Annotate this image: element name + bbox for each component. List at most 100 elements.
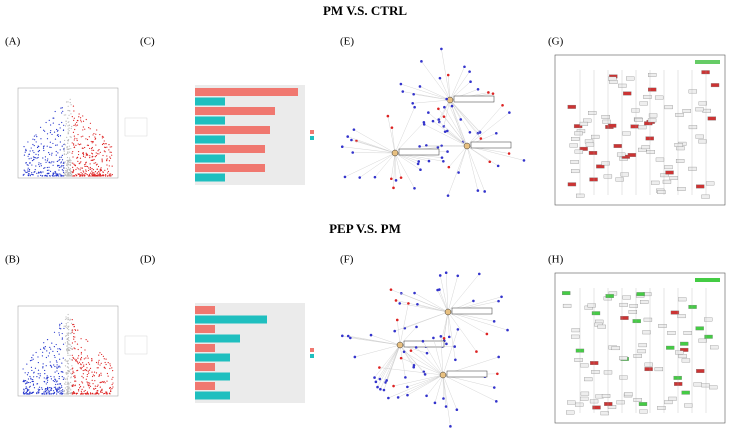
point: [57, 391, 59, 393]
point: [74, 329, 77, 332]
point: [67, 363, 70, 365]
node: [479, 137, 483, 140]
point: [43, 342, 45, 344]
node: [343, 175, 347, 179]
edge: [412, 99, 451, 104]
point: [70, 384, 73, 386]
point: [82, 129, 84, 131]
point: [67, 389, 69, 391]
point: [38, 392, 40, 394]
point: [98, 170, 100, 173]
point: [50, 375, 52, 378]
point: [65, 171, 67, 173]
node: [472, 299, 475, 303]
point: [94, 171, 97, 173]
point: [40, 143, 42, 145]
point: [52, 164, 54, 166]
edge: [342, 146, 396, 154]
node: [442, 397, 445, 400]
plot-frame: [17, 87, 119, 179]
edge: [350, 337, 401, 346]
gene-box: [644, 367, 653, 372]
gene-box: [654, 95, 664, 100]
point: [72, 175, 74, 177]
point: [25, 386, 27, 388]
point: [101, 353, 103, 356]
point: [88, 387, 90, 389]
node: [422, 120, 426, 124]
point: [100, 389, 103, 391]
point: [42, 366, 44, 368]
panel-label: (D): [140, 254, 156, 266]
node: [447, 165, 451, 169]
edge: [449, 66, 465, 101]
point: [54, 378, 56, 380]
point: [52, 175, 54, 177]
edge: [379, 344, 401, 380]
node: [346, 334, 350, 338]
point: [67, 125, 69, 127]
gene-box: [640, 300, 649, 304]
point: [67, 326, 69, 328]
point: [75, 168, 77, 171]
bar: [195, 372, 230, 381]
point: [32, 380, 34, 383]
point: [64, 387, 66, 389]
edge: [442, 329, 459, 376]
point: [44, 348, 46, 350]
point: [101, 135, 103, 137]
point: [56, 366, 58, 368]
edge: [447, 273, 480, 313]
point: [67, 381, 69, 383]
point: [28, 162, 31, 164]
point: [67, 152, 69, 154]
point: [59, 387, 61, 389]
point: [85, 165, 87, 167]
point: [32, 354, 34, 356]
point: [39, 126, 42, 128]
point: [55, 343, 57, 346]
node: [402, 350, 406, 354]
gene-box: [590, 361, 599, 365]
point: [57, 348, 59, 350]
point: [59, 156, 61, 158]
gene-box: [648, 87, 657, 92]
edge: [353, 129, 396, 154]
point: [64, 393, 66, 395]
point: [85, 118, 87, 121]
point: [44, 391, 46, 393]
point: [71, 116, 73, 118]
point: [79, 117, 82, 119]
gene-box: [573, 124, 583, 129]
gene-box: [571, 137, 580, 141]
point: [71, 152, 73, 154]
point: [73, 347, 75, 349]
point: [92, 149, 95, 151]
point: [85, 170, 87, 172]
gene-box: [584, 139, 594, 144]
point: [68, 371, 71, 373]
bar: [195, 126, 270, 134]
point: [72, 105, 75, 107]
point: [63, 327, 65, 330]
point: [88, 173, 91, 175]
gene-box: [643, 317, 653, 322]
point: [70, 372, 72, 374]
edge: [400, 83, 451, 101]
point: [92, 159, 94, 161]
point: [91, 379, 93, 381]
point: [94, 136, 96, 138]
point: [66, 146, 69, 148]
point: [65, 120, 67, 122]
point: [102, 355, 105, 357]
point: [45, 365, 47, 367]
point: [71, 359, 73, 361]
point: [85, 161, 87, 163]
point: [97, 363, 99, 365]
gene-box: [664, 400, 673, 405]
point: [50, 365, 52, 367]
point: [98, 175, 100, 177]
node: [496, 164, 500, 168]
point: [106, 168, 109, 170]
point: [38, 150, 40, 152]
